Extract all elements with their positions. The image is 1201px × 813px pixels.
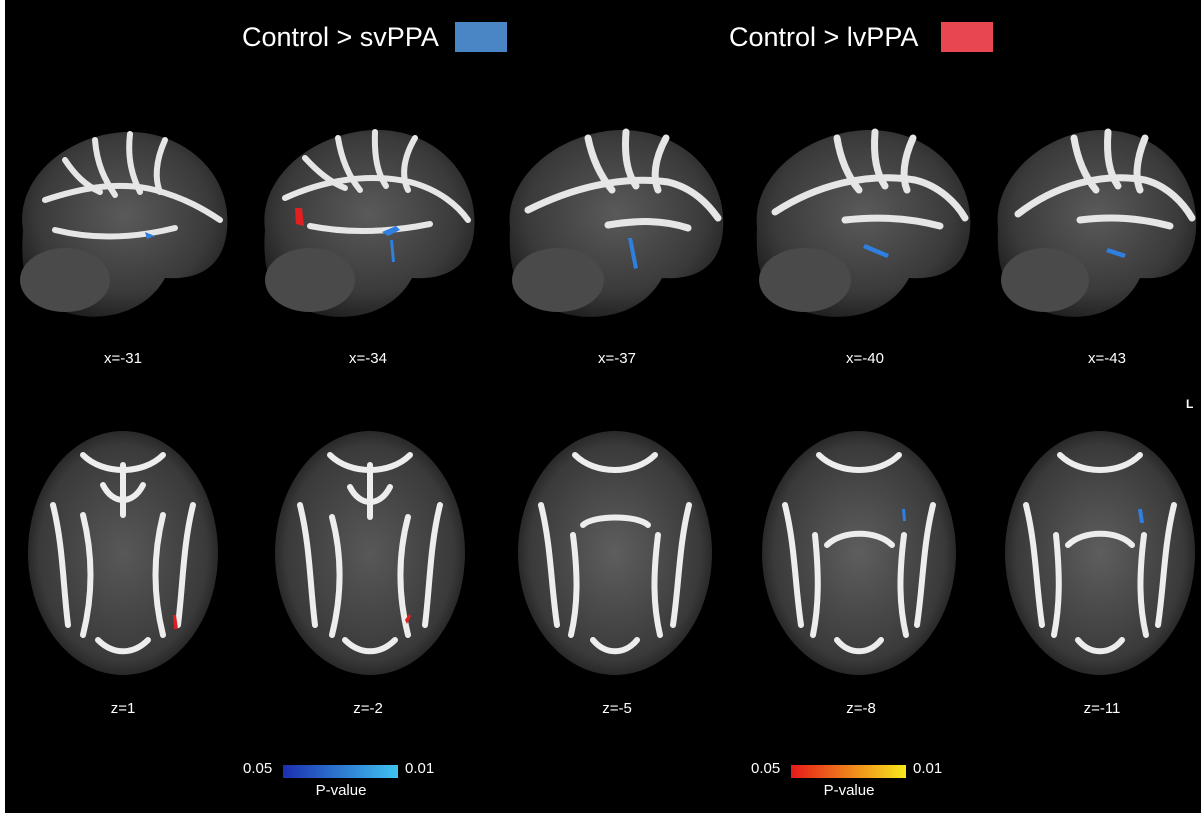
figure-panel: Control > svPPA Control > lvPPA xyxy=(5,0,1201,813)
sagittal-slice-x-40 xyxy=(745,120,980,325)
axial-coord-label: z=1 xyxy=(63,700,183,717)
sagittal-slice-x-43 xyxy=(990,120,1201,325)
sagittal-slice-x-37 xyxy=(498,120,733,325)
axial-slice-z--2 xyxy=(270,425,470,680)
colorbar-red-min-label: 0.05 xyxy=(751,760,780,777)
axial-slice-z--11 xyxy=(1000,425,1200,680)
colorbar-red-title: P-value xyxy=(769,782,929,799)
axial-coord-label: z=-11 xyxy=(1042,700,1162,717)
sagittal-coord-label: x=-34 xyxy=(308,350,428,367)
legend-lvppa-swatch xyxy=(941,22,993,52)
axial-slice-z--5 xyxy=(513,425,718,680)
axial-slice-z--8 xyxy=(757,425,962,680)
colorbar-blue-title: P-value xyxy=(261,782,421,799)
axial-coord-label: z=-5 xyxy=(557,700,677,717)
axial-coord-label: z=-2 xyxy=(308,700,428,717)
sagittal-slice-x-31 xyxy=(5,120,240,325)
axial-slice-z-1 xyxy=(23,425,223,680)
sagittal-coord-label: x=-31 xyxy=(63,350,183,367)
axial-coord-label: z=-8 xyxy=(801,700,921,717)
orientation-label: L xyxy=(1186,397,1193,411)
legend-svppa-swatch xyxy=(455,22,507,52)
colorbar-blue-min-label: 0.05 xyxy=(243,760,272,777)
sagittal-coord-label: x=-40 xyxy=(805,350,925,367)
legend-svppa-label: Control > svPPA xyxy=(242,24,439,51)
colorbar-blue xyxy=(283,765,398,778)
sagittal-coord-label: x=-43 xyxy=(1047,350,1167,367)
legend-lvppa-label: Control > lvPPA xyxy=(729,24,918,51)
colorbar-blue-max-label: 0.01 xyxy=(405,760,434,777)
sagittal-coord-label: x=-37 xyxy=(557,350,677,367)
colorbar-red-max-label: 0.01 xyxy=(913,760,942,777)
colorbar-red xyxy=(791,765,906,778)
sagittal-slice-x-34 xyxy=(250,120,485,325)
